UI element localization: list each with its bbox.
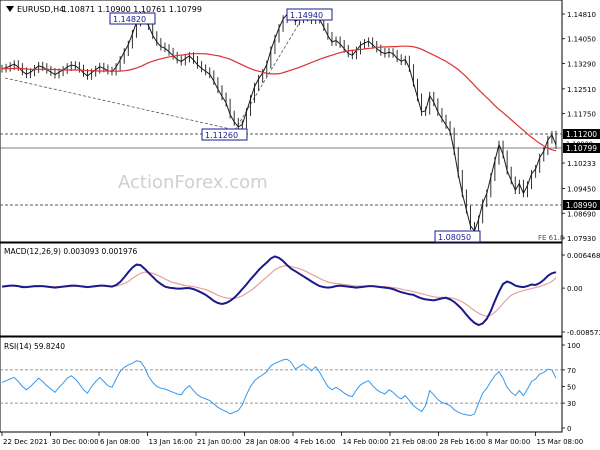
x-tick-label: 6 Jan 08:00 [100, 438, 140, 446]
price-tick-label: 1.14810 [567, 11, 596, 19]
macd-tick-label: 0.006468 [567, 252, 600, 260]
tag-high-2-text: 1.14940 [290, 11, 323, 20]
macd-tick-label: 0.00 [567, 285, 583, 293]
macd-panel [0, 242, 563, 337]
tag-low-1: 1.11260 [201, 128, 248, 141]
symbol-label: EURUSD,H4 [17, 5, 64, 14]
time-axis: 22 Dec 2021 30 Dec 00:00 6 Jan 08:00 13 Jan… [1, 432, 584, 446]
tag-high-1: 1.14820 [109, 12, 156, 25]
rsi-tick-label: 0 [567, 425, 571, 433]
price-tick-label: 1.11750 [567, 111, 596, 119]
rsi-axis: 100 70 50 30 0 [562, 342, 580, 433]
tag-high-1-text: 1.14820 [113, 15, 146, 24]
x-tick-label: 14 Feb 00:00 [343, 438, 389, 446]
fe-label: FE 61.8 [538, 234, 564, 242]
rsi-tick-label: 50 [567, 384, 576, 392]
x-tick-label: 21 Feb 08:00 [391, 438, 437, 446]
rsi-line [1, 358, 557, 417]
price-tick-label: 1.07930 [567, 235, 596, 243]
x-tick-label: 8 Mar 00:00 [488, 438, 530, 446]
macd-series [1, 255, 557, 327]
macd-title: MACD(12,26,9) 0.003093 0.001976 [4, 247, 138, 256]
tag-low-2-text: 1.08050 [438, 233, 471, 242]
price-tick-label: 1.14050 [567, 36, 596, 44]
macd-axis: 0.006468 0.00 -0.008573 [562, 252, 600, 337]
price-tick-label: 1.09450 [567, 186, 596, 194]
price-axis: 1.14810 1.14050 1.13290 1.12510 1.11750 1.102… [562, 11, 596, 243]
price-tick-label: 1.10233 [567, 160, 596, 168]
rsi-tick-label: 100 [567, 342, 580, 350]
rsi-tick-label: 70 [567, 367, 576, 375]
dropdown-arrow-icon[interactable] [6, 6, 14, 12]
x-tick-label: 15 Mar 08:00 [537, 438, 584, 446]
macd-line [1, 255, 557, 327]
tag-low-1-text: 1.11260 [205, 131, 238, 140]
price-tick-label: 1.08690 [567, 210, 596, 218]
rsi-series [0, 358, 562, 417]
watermark: ActionForex.com [118, 172, 268, 193]
price-tick-label: 1.13290 [567, 60, 596, 68]
support-price-label: 1.08990 [563, 200, 600, 210]
tag-high-2: 1.14940 [286, 8, 333, 21]
x-tick-label: 21 Jan 00:00 [197, 438, 241, 446]
tag-low-2: 1.08050 [434, 230, 481, 243]
current-price-text: 1.10799 [566, 144, 597, 153]
current-price-label: 1.10799 [563, 143, 600, 153]
x-tick-label: 13 Jan 16:00 [149, 438, 193, 446]
rsi-panel [0, 336, 563, 433]
trendline-lower [4, 77, 236, 131]
price-panel [0, 0, 563, 243]
x-tick-label: 28 Feb 16:00 [440, 438, 486, 446]
x-tick-label: 28 Jan 08:00 [246, 438, 290, 446]
price-tick-label: 1.12510 [567, 86, 596, 94]
resistance-price-label: 1.11200 [563, 129, 600, 139]
support-price-text: 1.08990 [566, 201, 597, 210]
resistance-price-text: 1.11200 [566, 130, 597, 139]
macd-tick-label: -0.008573 [567, 329, 600, 337]
ohlc-values: 1.10871 1.10900 1.10761 1.10799 [62, 5, 202, 14]
trendline-upper [234, 21, 301, 131]
x-tick-label: 30 Dec 00:00 [52, 438, 99, 446]
x-tick-label: 22 Dec 2021 [3, 438, 48, 446]
moving-average-line [2, 45, 557, 152]
price-series [1, 10, 557, 235]
x-tick-label: 4 Feb 16:00 [294, 438, 335, 446]
rsi-title: RSI(14) 59.8240 [4, 342, 65, 351]
rsi-tick-label: 30 [567, 400, 576, 408]
